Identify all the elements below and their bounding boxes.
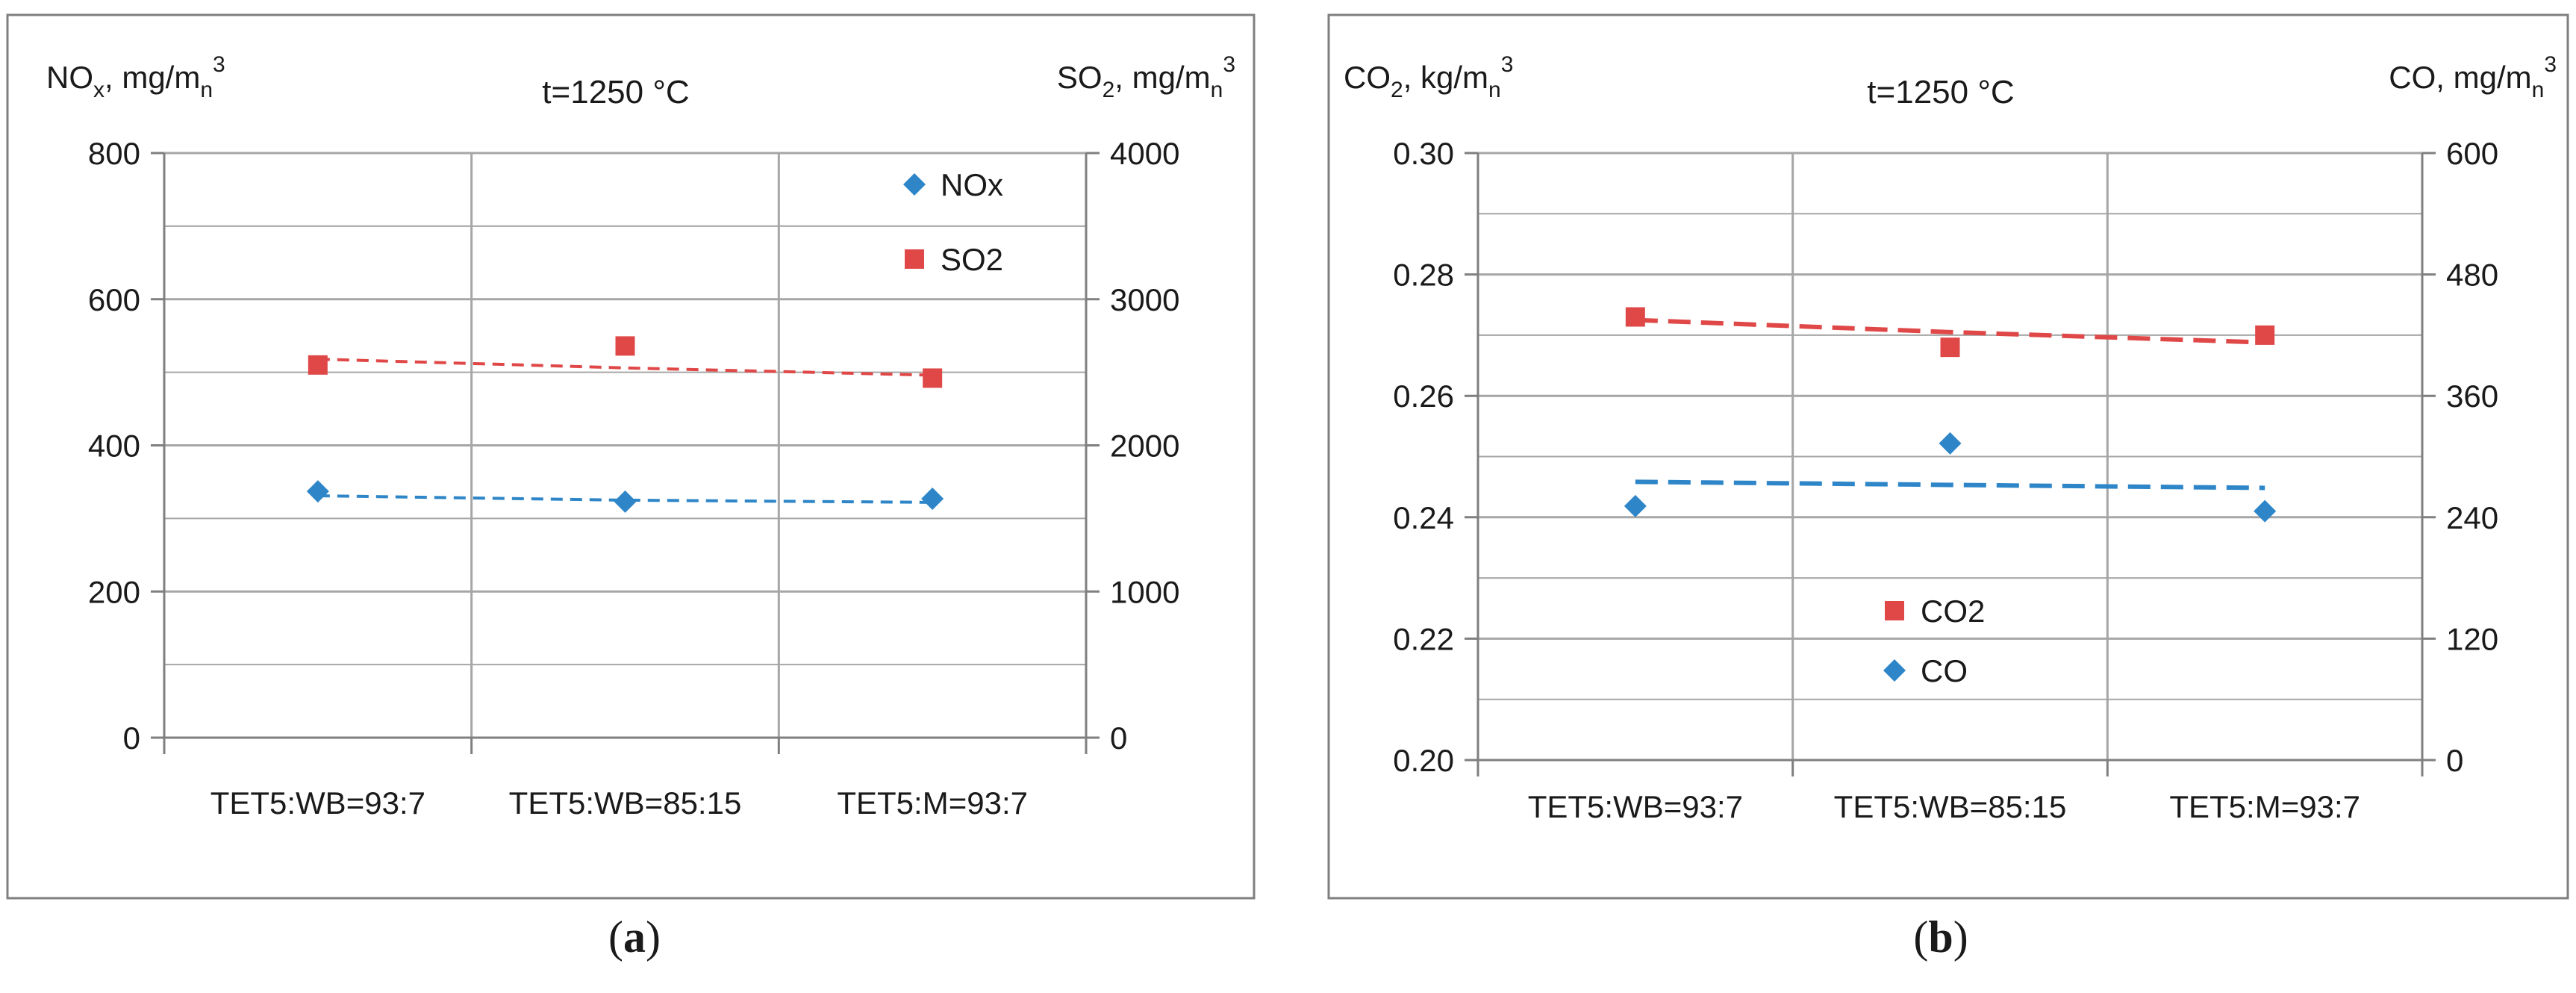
legend-marker-co: [1883, 659, 1906, 682]
y-right-tick-label: 0: [2446, 743, 2463, 778]
x-tick-label: TET5:WB=85:15: [509, 785, 742, 821]
y-left-tick-label: 0: [123, 720, 140, 756]
trendline-co: [1635, 479, 2265, 491]
x-tick-label: TET5:M=93:7: [837, 785, 1028, 821]
chart-title: t=1250 °C: [542, 74, 689, 110]
y-left-tick-label: 0.26: [1393, 379, 1454, 414]
trendline-nox: [317, 494, 933, 504]
data-point-co: [2254, 499, 2277, 523]
data-point-nox: [306, 480, 329, 503]
legend-marker-nox: [903, 173, 926, 196]
y-left-tick-label: 400: [88, 429, 140, 464]
legend-label-co2: CO2: [1921, 594, 1985, 629]
trendline-co2: [1635, 317, 2265, 345]
y-left-tick-label: 800: [88, 136, 140, 171]
data-point-co2: [2255, 325, 2275, 345]
y-left-tick-label: 0.28: [1393, 258, 1454, 293]
panel-label: (b): [1913, 912, 1968, 962]
y-left-tick-label: 200: [88, 574, 140, 609]
y-left-tick-label: 0.20: [1393, 743, 1454, 778]
panel-label: (a): [608, 912, 661, 962]
legend-label-nox: NOx: [941, 167, 1003, 202]
y-left-axis-label: NOx, mg/mn3: [46, 52, 225, 102]
chart-title: t=1250 °C: [1867, 74, 2014, 110]
data-point-so2: [615, 336, 635, 356]
y-left-tick-label: 0.24: [1393, 500, 1454, 535]
x-tick-label: TET5:M=93:7: [2169, 789, 2360, 824]
legend-label-co: CO: [1921, 653, 1968, 688]
y-left-tick-label: 0.22: [1393, 621, 1454, 656]
data-point-nox: [614, 490, 637, 513]
y-right-tick-label: 120: [2446, 621, 2498, 656]
legend-marker-co2: [1885, 601, 1904, 620]
y-right-axis-label: CO, mg/mn3: [2389, 52, 2557, 102]
y-right-tick-label: 0: [1110, 720, 1127, 756]
y-left-tick-label: 600: [88, 282, 140, 317]
data-point-so2: [308, 355, 328, 375]
y-right-tick-label: 600: [2446, 136, 2498, 171]
y-right-tick-label: 4000: [1110, 136, 1179, 171]
chart-frame: [6, 13, 1256, 900]
y-right-tick-label: 2000: [1110, 429, 1179, 464]
data-point-nox: [921, 487, 944, 510]
x-tick-label: TET5:WB=93:7: [210, 785, 425, 821]
legend-label-so2: SO2: [941, 242, 1003, 277]
y-right-tick-label: 3000: [1110, 282, 1179, 317]
y-right-tick-label: 360: [2446, 379, 2498, 414]
x-tick-label: TET5:WB=93:7: [1528, 789, 1743, 824]
data-point-co2: [1940, 337, 1960, 358]
y-right-tick-label: 240: [2446, 500, 2498, 535]
y-left-tick-label: 0.30: [1393, 136, 1454, 171]
chart-panel-b: 0.20 0.22 0.24 0.26 0.28 0.30 0 120 240 360 480 600…: [1327, 13, 2569, 962]
data-point-so2: [923, 368, 943, 388]
y-right-tick-label: 1000: [1110, 574, 1179, 609]
chart-panel-a: 0 200 400 600 800 0 1000 2000 3000 4000 TET5:WB=93…: [6, 13, 1256, 962]
data-point-co: [1624, 494, 1647, 517]
data-point-co: [1939, 432, 1962, 455]
trendline-so2: [317, 358, 933, 377]
data-point-co2: [1625, 307, 1645, 327]
x-tick-label: TET5:WB=85:15: [1834, 789, 2067, 824]
y-right-tick-label: 480: [2446, 258, 2498, 293]
legend-marker-so2: [905, 249, 924, 269]
y-left-axis-label: CO2, kg/mn3: [1344, 52, 1513, 102]
y-right-axis-label: SO2, mg/mn3: [1057, 52, 1235, 102]
